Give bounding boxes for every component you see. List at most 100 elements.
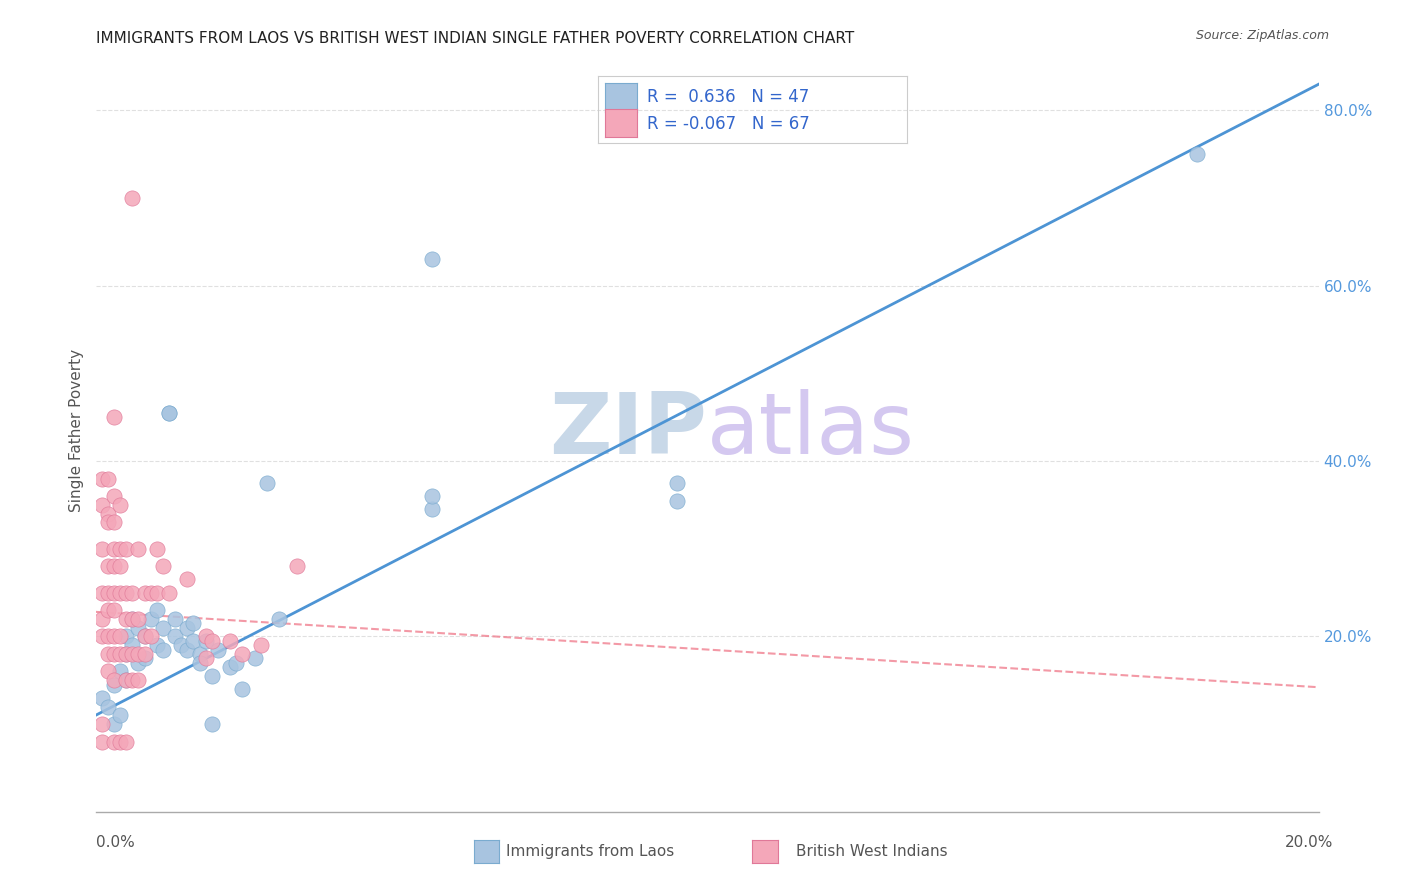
Point <box>420 252 443 267</box>
Point <box>115 647 138 661</box>
Point <box>188 656 211 670</box>
Text: ZIP: ZIP <box>550 389 707 472</box>
Point <box>90 498 112 512</box>
Text: R = -0.067   N = 67: R = -0.067 N = 67 <box>647 115 810 133</box>
Point <box>157 406 180 420</box>
Point <box>90 629 112 643</box>
Point <box>139 585 162 599</box>
Point <box>115 585 138 599</box>
Point <box>152 642 174 657</box>
Point <box>97 507 120 521</box>
Point <box>665 475 688 490</box>
Point <box>201 669 224 683</box>
Point <box>127 673 149 688</box>
Point <box>103 629 125 643</box>
Point <box>194 651 217 665</box>
Point <box>115 541 138 556</box>
Point <box>90 541 112 556</box>
Point <box>108 665 131 679</box>
Point <box>121 191 143 205</box>
Point <box>103 541 125 556</box>
Point <box>90 472 112 486</box>
Point <box>103 603 125 617</box>
Point <box>108 734 131 748</box>
Text: 20.0%: 20.0% <box>1285 836 1333 850</box>
Point <box>183 633 205 648</box>
Point <box>134 651 156 665</box>
Point <box>165 612 187 626</box>
Point <box>219 660 242 674</box>
Point <box>146 603 169 617</box>
Point <box>152 559 174 574</box>
Point <box>127 647 149 661</box>
Point <box>103 673 125 688</box>
Point <box>165 629 187 643</box>
Point <box>420 489 443 503</box>
Point <box>139 612 162 626</box>
Point <box>152 621 174 635</box>
Point <box>108 585 131 599</box>
Point <box>157 585 180 599</box>
Text: Source: ZipAtlas.com: Source: ZipAtlas.com <box>1195 29 1329 42</box>
Text: Immigrants from Laos: Immigrants from Laos <box>506 845 675 859</box>
Point <box>183 616 205 631</box>
Point <box>231 681 253 696</box>
Point <box>1185 147 1208 161</box>
Point <box>103 489 125 503</box>
Point <box>134 585 156 599</box>
Point <box>97 585 120 599</box>
Point <box>127 621 149 635</box>
Point <box>108 559 131 574</box>
Point <box>97 472 120 486</box>
Point <box>108 708 131 723</box>
Point <box>115 612 138 626</box>
Point <box>115 734 138 748</box>
Point <box>108 647 131 661</box>
Point <box>188 647 211 661</box>
Point <box>146 541 169 556</box>
Point <box>170 638 193 652</box>
Point <box>134 629 156 643</box>
Point <box>97 629 120 643</box>
Point <box>108 498 131 512</box>
Point <box>134 647 156 661</box>
Point <box>176 642 198 657</box>
Text: IMMIGRANTS FROM LAOS VS BRITISH WEST INDIAN SINGLE FATHER POVERTY CORRELATION CH: IMMIGRANTS FROM LAOS VS BRITISH WEST IND… <box>96 31 853 46</box>
Point <box>121 647 143 661</box>
Point <box>90 717 112 731</box>
Point <box>139 629 162 643</box>
Point <box>115 673 138 688</box>
Point <box>90 734 112 748</box>
Point <box>115 647 138 661</box>
Point <box>97 665 120 679</box>
Point <box>97 559 120 574</box>
Point <box>194 633 217 648</box>
Point <box>287 559 309 574</box>
Y-axis label: Single Father Poverty: Single Father Poverty <box>69 349 84 512</box>
Point <box>127 541 149 556</box>
Point <box>103 516 125 530</box>
Point <box>108 541 131 556</box>
Point <box>115 673 138 688</box>
Point <box>134 629 156 643</box>
Point <box>267 612 291 626</box>
Point <box>121 585 143 599</box>
Point <box>90 612 112 626</box>
Point <box>103 734 125 748</box>
Point <box>103 647 125 661</box>
Point <box>127 612 149 626</box>
Point <box>249 638 271 652</box>
Point <box>121 612 143 626</box>
Point <box>121 612 143 626</box>
Point <box>108 629 131 643</box>
Point <box>665 493 688 508</box>
Point <box>219 633 242 648</box>
Point <box>420 502 443 516</box>
Point <box>231 647 253 661</box>
Text: atlas: atlas <box>707 389 915 472</box>
Point <box>103 585 125 599</box>
Point <box>103 559 125 574</box>
Point <box>146 638 169 652</box>
Point <box>256 475 278 490</box>
Point <box>97 603 120 617</box>
